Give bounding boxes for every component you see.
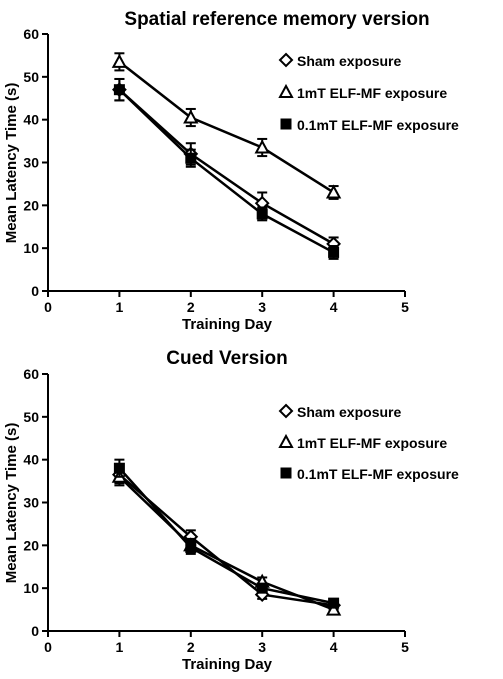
- y-tick-label: 30: [23, 155, 39, 171]
- x-axis-label: Training Day: [182, 656, 273, 673]
- data-point: [256, 208, 268, 220]
- data-point: [325, 601, 342, 616]
- y-tick-label: 20: [23, 537, 39, 553]
- legend-label: 1mT ELF-MF exposure: [297, 85, 447, 101]
- legend-label: 1mT ELF-MF exposure: [297, 435, 447, 451]
- y-tick-label: 50: [23, 409, 39, 425]
- legend-marker-triangle: [278, 83, 294, 98]
- legend: Sham exposure 1mT ELF-MF exposure 0.1mT …: [278, 403, 459, 482]
- data-point: [325, 184, 342, 199]
- data-point: [113, 462, 125, 474]
- y-tick-label: 50: [23, 69, 39, 85]
- legend-marker-square: [280, 467, 292, 479]
- x-tick-label: 2: [187, 639, 195, 655]
- series-square: [113, 458, 340, 609]
- data-point: [328, 246, 340, 258]
- x-tick-label: 4: [330, 639, 338, 655]
- legend-marker-diamond: [278, 52, 294, 68]
- chart-title: Spatial reference memory version: [124, 9, 429, 30]
- series-triangle: [111, 467, 342, 616]
- data-point: [185, 152, 197, 164]
- x-tick-label: 3: [258, 299, 266, 315]
- series-line: [118, 60, 335, 194]
- data-point: [111, 53, 128, 68]
- x-tick-label: 4: [330, 299, 338, 315]
- legend-marker-square: [280, 118, 292, 130]
- y-tick-label: 10: [23, 580, 39, 596]
- x-tick-label: 1: [116, 299, 124, 315]
- x-tick-label: 2: [187, 299, 195, 315]
- x-tick-label: 0: [44, 639, 52, 655]
- series-square: [113, 77, 340, 260]
- y-tick-label: 10: [23, 240, 39, 256]
- chart-cued: Cued Version 0 10 20 30 40 50 60 0 1 2 3 4 5 Traini…: [3, 348, 459, 673]
- y-tick-label: 0: [31, 623, 39, 639]
- y-tick-label: 20: [23, 197, 39, 213]
- data-point: [185, 541, 197, 553]
- legend-label: Sham exposure: [297, 53, 401, 69]
- x-axis-label: Training Day: [182, 316, 273, 333]
- data-point: [113, 84, 125, 96]
- data-point: [328, 597, 340, 609]
- legend-label: 0.1mT ELF-MF exposure: [297, 466, 459, 482]
- y-axis-label: Mean Latency Time (s): [3, 83, 20, 244]
- chart-title: Cued Version: [166, 348, 287, 369]
- y-tick-label: 60: [23, 366, 39, 382]
- legend-marker-diamond: [278, 403, 294, 419]
- legend-label: Sham exposure: [297, 404, 401, 420]
- series-line: [118, 467, 334, 605]
- series-diamond: [111, 77, 342, 252]
- data-point: [183, 109, 199, 124]
- x-tick-label: 5: [401, 299, 409, 315]
- series-line: [118, 88, 335, 254]
- series-line: [118, 88, 335, 245]
- data-point: [256, 582, 268, 594]
- legend: Sham exposure 1mT ELF-MF exposure 0.1mT …: [278, 52, 459, 133]
- y-tick-label: 40: [23, 112, 39, 128]
- x-tick-label: 1: [116, 639, 124, 655]
- series-line: [118, 475, 335, 611]
- y-tick-label: 0: [31, 283, 39, 299]
- data-point: [254, 139, 270, 154]
- y-tick-label: 60: [23, 26, 39, 42]
- x-tick-label: 5: [401, 639, 409, 655]
- series-diamond: [111, 465, 342, 613]
- y-tick-label: 40: [23, 452, 39, 468]
- series-line: [118, 473, 334, 607]
- series-triangle: [111, 52, 342, 200]
- chart-spatial: Spatial reference memory version 0102030…: [3, 9, 459, 333]
- legend-marker-triangle: [278, 433, 294, 448]
- x-tick-label: 0: [44, 299, 52, 315]
- y-tick-label: 30: [23, 495, 39, 511]
- x-tick-label: 3: [258, 639, 266, 655]
- legend-label: 0.1mT ELF-MF exposure: [297, 117, 459, 133]
- y-axis-label: Mean Latency Time (s): [3, 423, 20, 584]
